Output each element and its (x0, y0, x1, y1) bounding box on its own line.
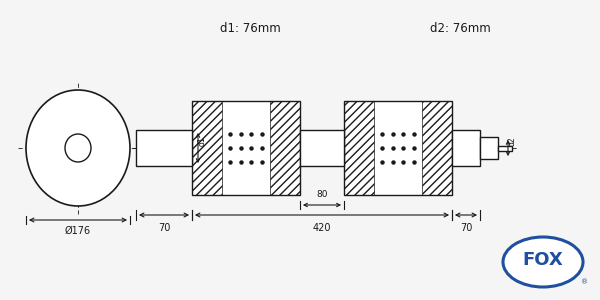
Text: d2: d2 (508, 136, 517, 146)
Ellipse shape (26, 90, 130, 206)
Bar (192, 101, 300, 195)
Bar (498, 146, 512, 151)
Bar (422, 101, 452, 195)
Text: d1: d1 (197, 136, 206, 146)
Text: 80: 80 (316, 190, 328, 199)
Bar (344, 101, 452, 195)
Bar (300, 130, 344, 166)
Text: d2: 76mm: d2: 76mm (430, 22, 490, 34)
Bar (136, 130, 192, 166)
Text: d1: 76mm: d1: 76mm (220, 22, 280, 34)
Bar (344, 101, 374, 195)
Text: 70: 70 (158, 223, 170, 233)
Text: 420: 420 (313, 223, 331, 233)
Text: FOX: FOX (523, 251, 563, 269)
Text: Ø176: Ø176 (65, 226, 91, 236)
Bar (452, 130, 480, 166)
Bar (192, 101, 222, 195)
Bar (270, 101, 300, 195)
Bar (480, 137, 498, 159)
Ellipse shape (503, 237, 583, 287)
Text: 70: 70 (460, 223, 472, 233)
Ellipse shape (65, 134, 91, 162)
Text: ®: ® (581, 279, 589, 285)
